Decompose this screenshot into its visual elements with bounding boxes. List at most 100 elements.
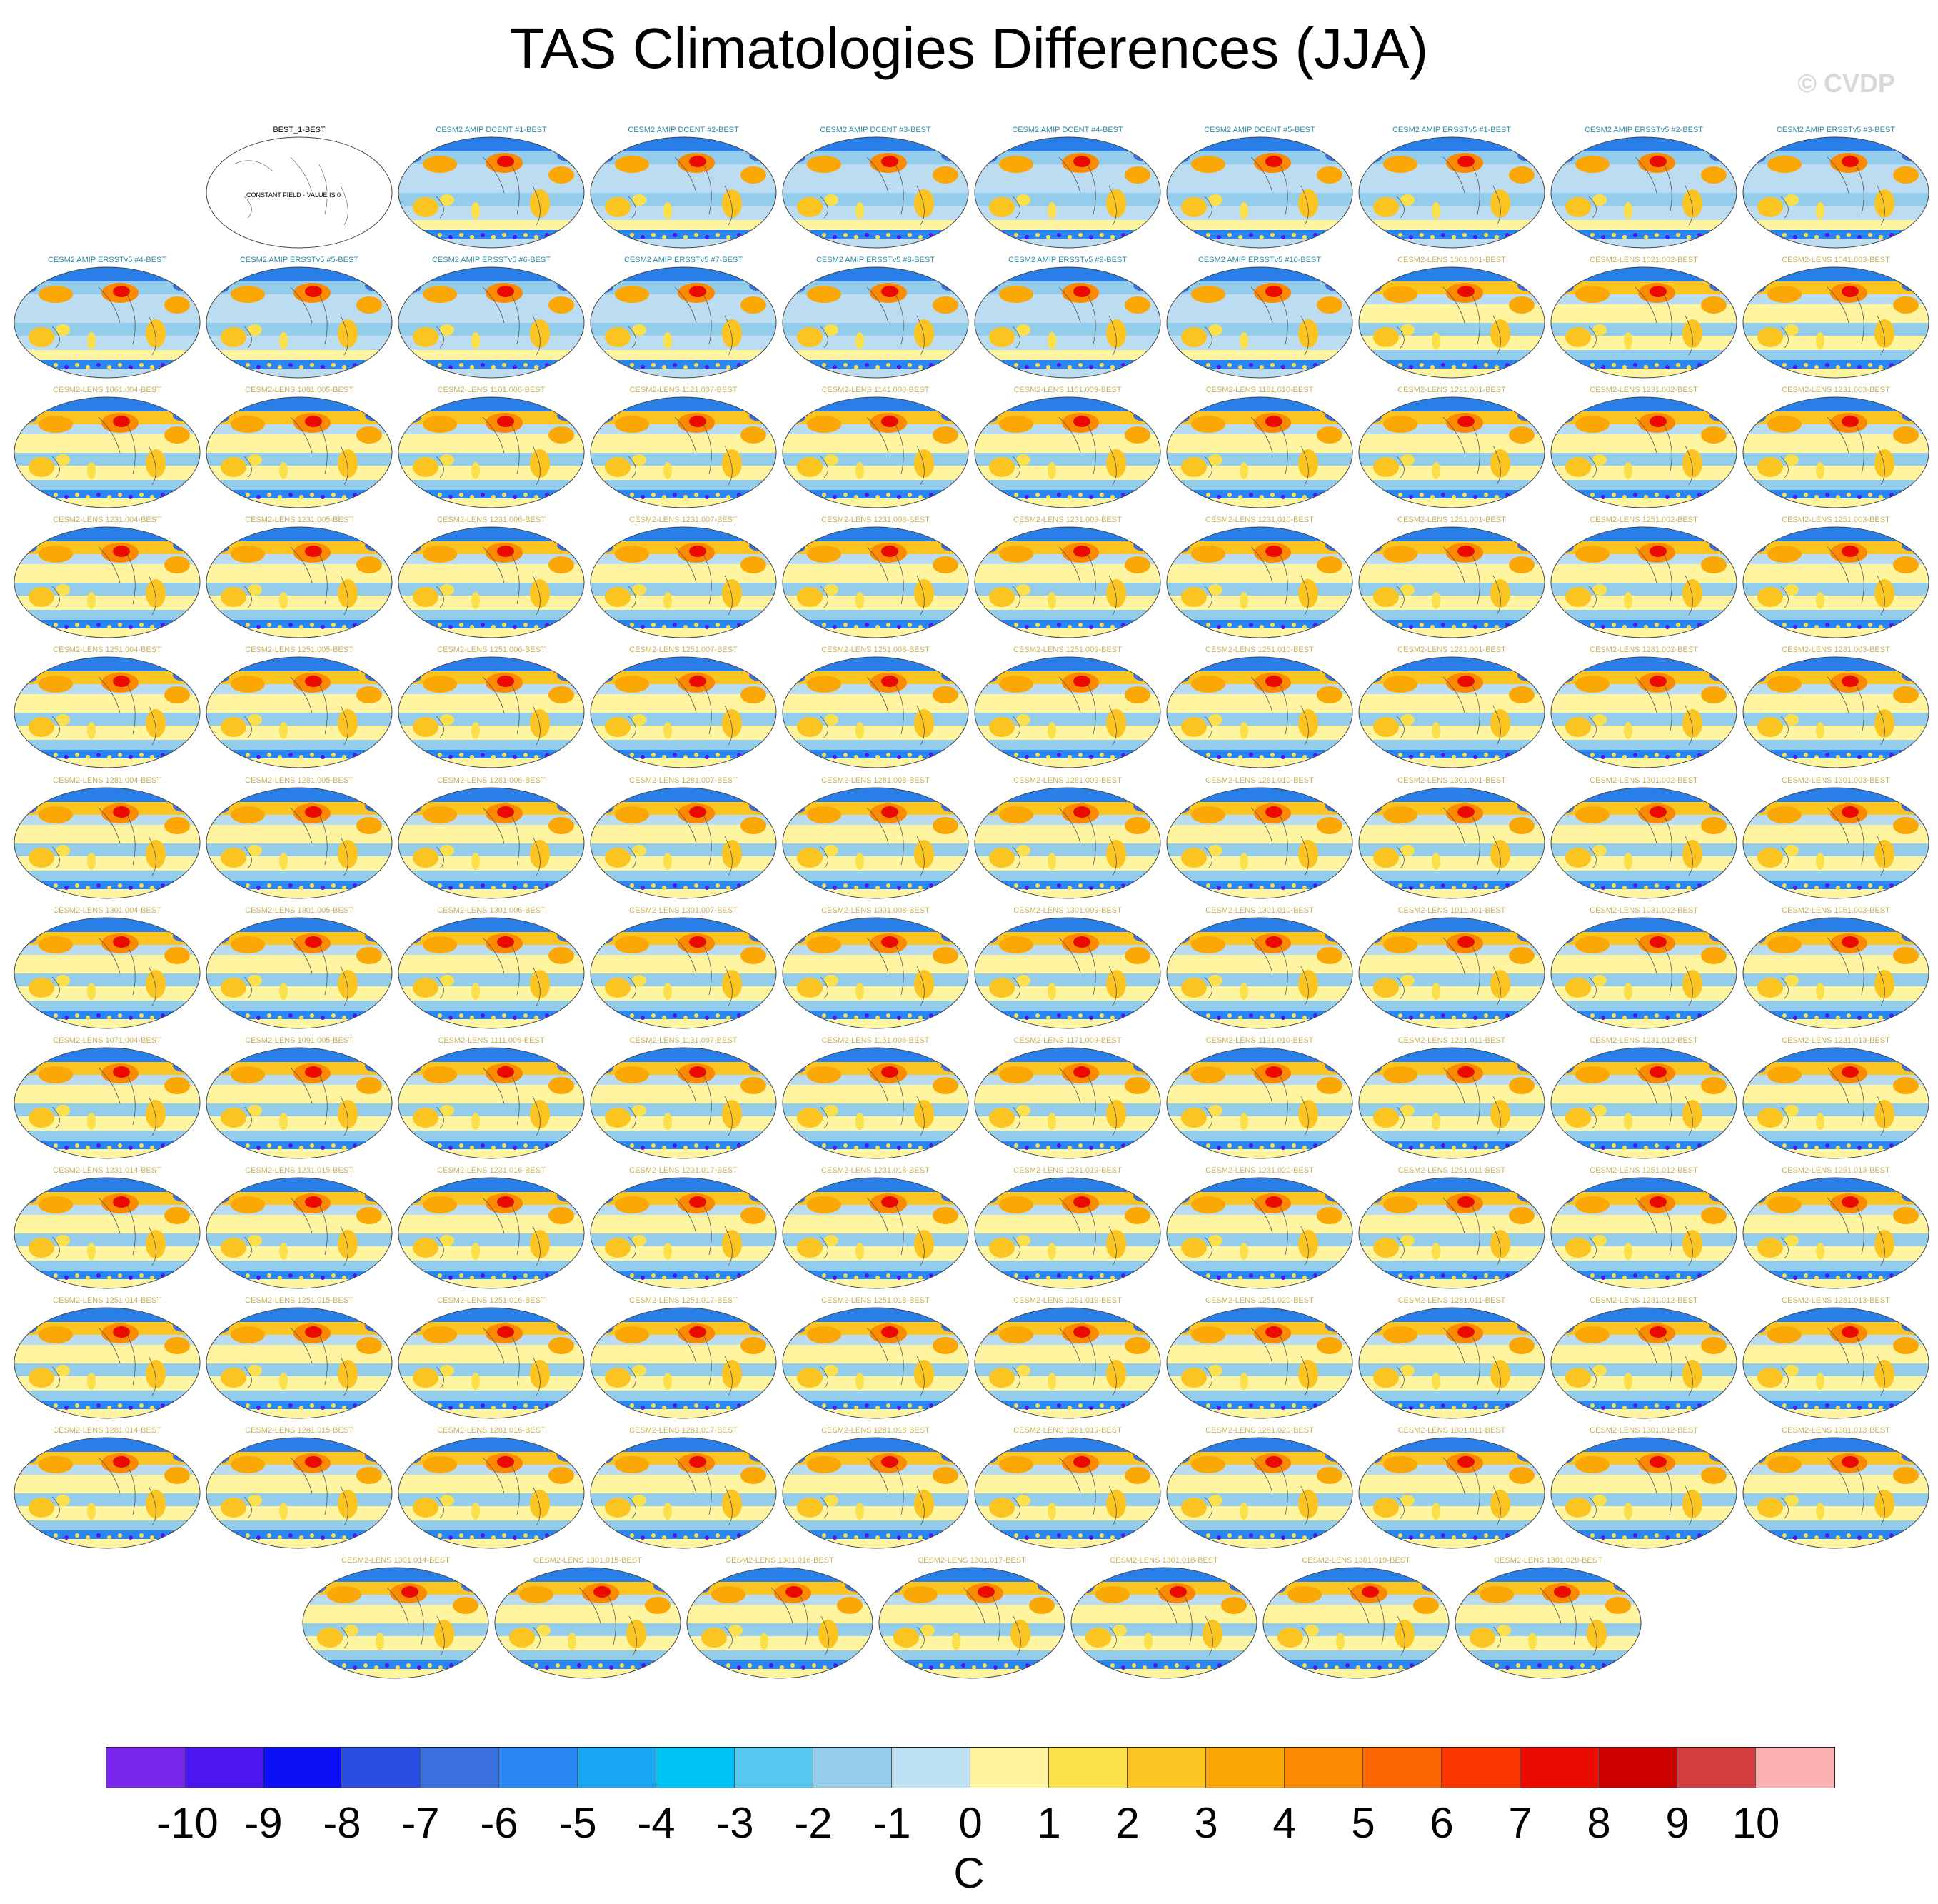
panel-label: CESM2 AMIP DCENT #1-BEST [436, 126, 547, 134]
map-image [590, 787, 777, 899]
map-image [398, 1437, 585, 1549]
map-image [1166, 526, 1353, 638]
panel-label: CESM2-LENS 1301.013-BEST [1782, 1426, 1890, 1435]
colorbar-box [735, 1748, 813, 1788]
map-panel: CESM2-LENS 1231.013-BEST [1740, 1036, 1932, 1161]
panel-label: CESM2-LENS 1231.002-BEST [1590, 386, 1698, 394]
map-image [974, 526, 1161, 638]
panel-label: CESM2-LENS 1301.015-BEST [533, 1556, 642, 1565]
map-panel: CESM2-LENS 1111.006-BEST [396, 1036, 587, 1161]
colorbar-box [263, 1748, 342, 1788]
panel-label: CESM2-LENS 1301.010-BEST [1205, 906, 1314, 915]
map-panel: CESM2-LENS 1251.004-BEST [11, 646, 203, 771]
map-panel: CESM2-LENS 1231.018-BEST [780, 1166, 971, 1291]
panel-label: CESM2-LENS 1301.004-BEST [53, 906, 161, 915]
panel-label: CESM2-LENS 1021.002-BEST [1590, 256, 1698, 264]
map-image [1550, 1307, 1737, 1419]
panel-label: CESM2-LENS 1191.010-BEST [1205, 1036, 1314, 1045]
panel-label: CESM2-LENS 1231.004-BEST [53, 516, 161, 524]
panel-label: CESM2-LENS 1281.003-BEST [1782, 646, 1890, 654]
map-panel: CESM2-LENS 1301.011-BEST [1356, 1426, 1547, 1551]
panel-label: CESM2-LENS 1041.003-BEST [1782, 256, 1890, 264]
map-panel: CESM2-LENS 1281.002-BEST [1548, 646, 1739, 771]
map-image [398, 266, 585, 379]
map-image [302, 1567, 489, 1679]
map-panel: CESM2-LENS 1231.005-BEST [204, 516, 395, 641]
panel-label: CESM2-LENS 1301.012-BEST [1590, 1426, 1698, 1435]
panel-label: CESM2-LENS 1301.001-BEST [1397, 776, 1506, 785]
map-panel: CESM2-LENS 1251.014-BEST [11, 1296, 203, 1421]
map-panel: CESM2-LENS 1231.004-BEST [11, 516, 203, 641]
map-image [1742, 1047, 1929, 1159]
colorbar-box [1285, 1748, 1363, 1788]
map-image [206, 656, 393, 768]
colorbar-tick-label: -7 [401, 1799, 440, 1847]
panel-label: CESM2 AMIP ERSSTv5 #1-BEST [1392, 126, 1512, 134]
colorbar-box [970, 1748, 1049, 1788]
panel-label: CESM2-LENS 1281.001-BEST [1397, 646, 1506, 654]
colorbar-box [1442, 1748, 1520, 1788]
map-panel: CESM2-LENS 1281.013-BEST [1740, 1296, 1932, 1421]
colorbar-units: C [953, 1849, 985, 1897]
map-panel: CESM2 AMIP ERSSTv5 #10-BEST [1164, 256, 1355, 381]
map-image [398, 917, 585, 1029]
panel-label: CESM2-LENS 1061.004-BEST [53, 386, 161, 394]
map-panel: CESM2-LENS 1301.010-BEST [1164, 906, 1355, 1031]
map-image [1742, 526, 1929, 638]
map-image [782, 917, 969, 1029]
panel-label: CESM2 AMIP ERSSTv5 #6-BEST [431, 256, 551, 264]
panel-label: CESM2-LENS 1231.001-BEST [1397, 386, 1506, 394]
panel-label: CESM2-LENS 1281.004-BEST [53, 776, 161, 785]
map-image [1358, 526, 1545, 638]
map-panel: CESM2-LENS 1301.004-BEST [11, 906, 203, 1031]
map-image [1262, 1567, 1450, 1679]
map-image [1358, 917, 1545, 1029]
panel-label: CESM2-LENS 1301.019-BEST [1302, 1556, 1410, 1565]
colorbar-box [499, 1748, 578, 1788]
map-image [1166, 917, 1353, 1029]
map-panel: CESM2-LENS 1251.011-BEST [1356, 1166, 1547, 1291]
colorbar-tick-label: 8 [1587, 1799, 1611, 1847]
map-panel: CESM2-LENS 1231.002-BEST [1548, 386, 1739, 511]
map-image [974, 1177, 1161, 1289]
map-panel: CESM2-LENS 1231.001-BEST [1356, 386, 1547, 511]
map-image [1358, 787, 1545, 899]
map-panel: CESM2 AMIP ERSSTv5 #9-BEST [972, 256, 1163, 381]
panel-label: CESM2-LENS 1301.008-BEST [821, 906, 930, 915]
map-panel: CESM2-LENS 1251.012-BEST [1548, 1166, 1739, 1291]
map-image [1166, 136, 1353, 249]
map-panel: CESM2-LENS 1251.009-BEST [972, 646, 1163, 771]
map-panel: CESM2-LENS 1251.001-BEST [1356, 516, 1547, 641]
map-panel: CESM2-LENS 1231.016-BEST [396, 1166, 587, 1291]
map-image [1358, 266, 1545, 379]
panel-label: CESM2-LENS 1301.005-BEST [245, 906, 353, 915]
map-image [1166, 266, 1353, 379]
map-panel: CESM2 AMIP ERSSTv5 #6-BEST [396, 256, 587, 381]
colorbar-box [1206, 1748, 1285, 1788]
panel-label: CESM2-LENS 1301.002-BEST [1590, 776, 1698, 785]
map-image [590, 396, 777, 508]
map-panel: CESM2-LENS 1281.019-BEST [972, 1426, 1163, 1551]
map-image [590, 136, 777, 249]
panel-label: CESM2-LENS 1251.002-BEST [1590, 516, 1698, 524]
panel-label: CESM2-LENS 1251.006-BEST [437, 646, 546, 654]
panel-label: CESM2-LENS 1081.005-BEST [245, 386, 353, 394]
map-panel: CESM2-LENS 1231.009-BEST [972, 516, 1163, 641]
panel-label: CESM2-LENS 1281.012-BEST [1590, 1296, 1698, 1305]
map-panel: CESM2-LENS 1281.009-BEST [972, 776, 1163, 901]
colorbar-tick-label: 4 [1272, 1799, 1297, 1847]
map-panel: CESM2-LENS 1281.018-BEST [780, 1426, 971, 1551]
map-panel: CESM2-LENS 1251.005-BEST [204, 646, 395, 771]
panel-label: CESM2-LENS 1251.010-BEST [1205, 646, 1314, 654]
map-image [782, 656, 969, 768]
map-panel: CESM2-LENS 1251.018-BEST [780, 1296, 971, 1421]
panel-label: CESM2-LENS 1281.020-BEST [1205, 1426, 1314, 1435]
map-image [1550, 526, 1737, 638]
map-panel: CESM2-LENS 1251.016-BEST [396, 1296, 587, 1421]
panel-label: CESM2-LENS 1301.011-BEST [1397, 1426, 1506, 1435]
map-panel: CESM2-LENS 1281.007-BEST [588, 776, 779, 901]
map-panel: CESM2-LENS 1251.017-BEST [588, 1296, 779, 1421]
map-panel: CESM2-LENS 1081.005-BEST [204, 386, 395, 511]
map-image [590, 1177, 777, 1289]
panel-label: CESM2-LENS 1281.002-BEST [1590, 646, 1698, 654]
